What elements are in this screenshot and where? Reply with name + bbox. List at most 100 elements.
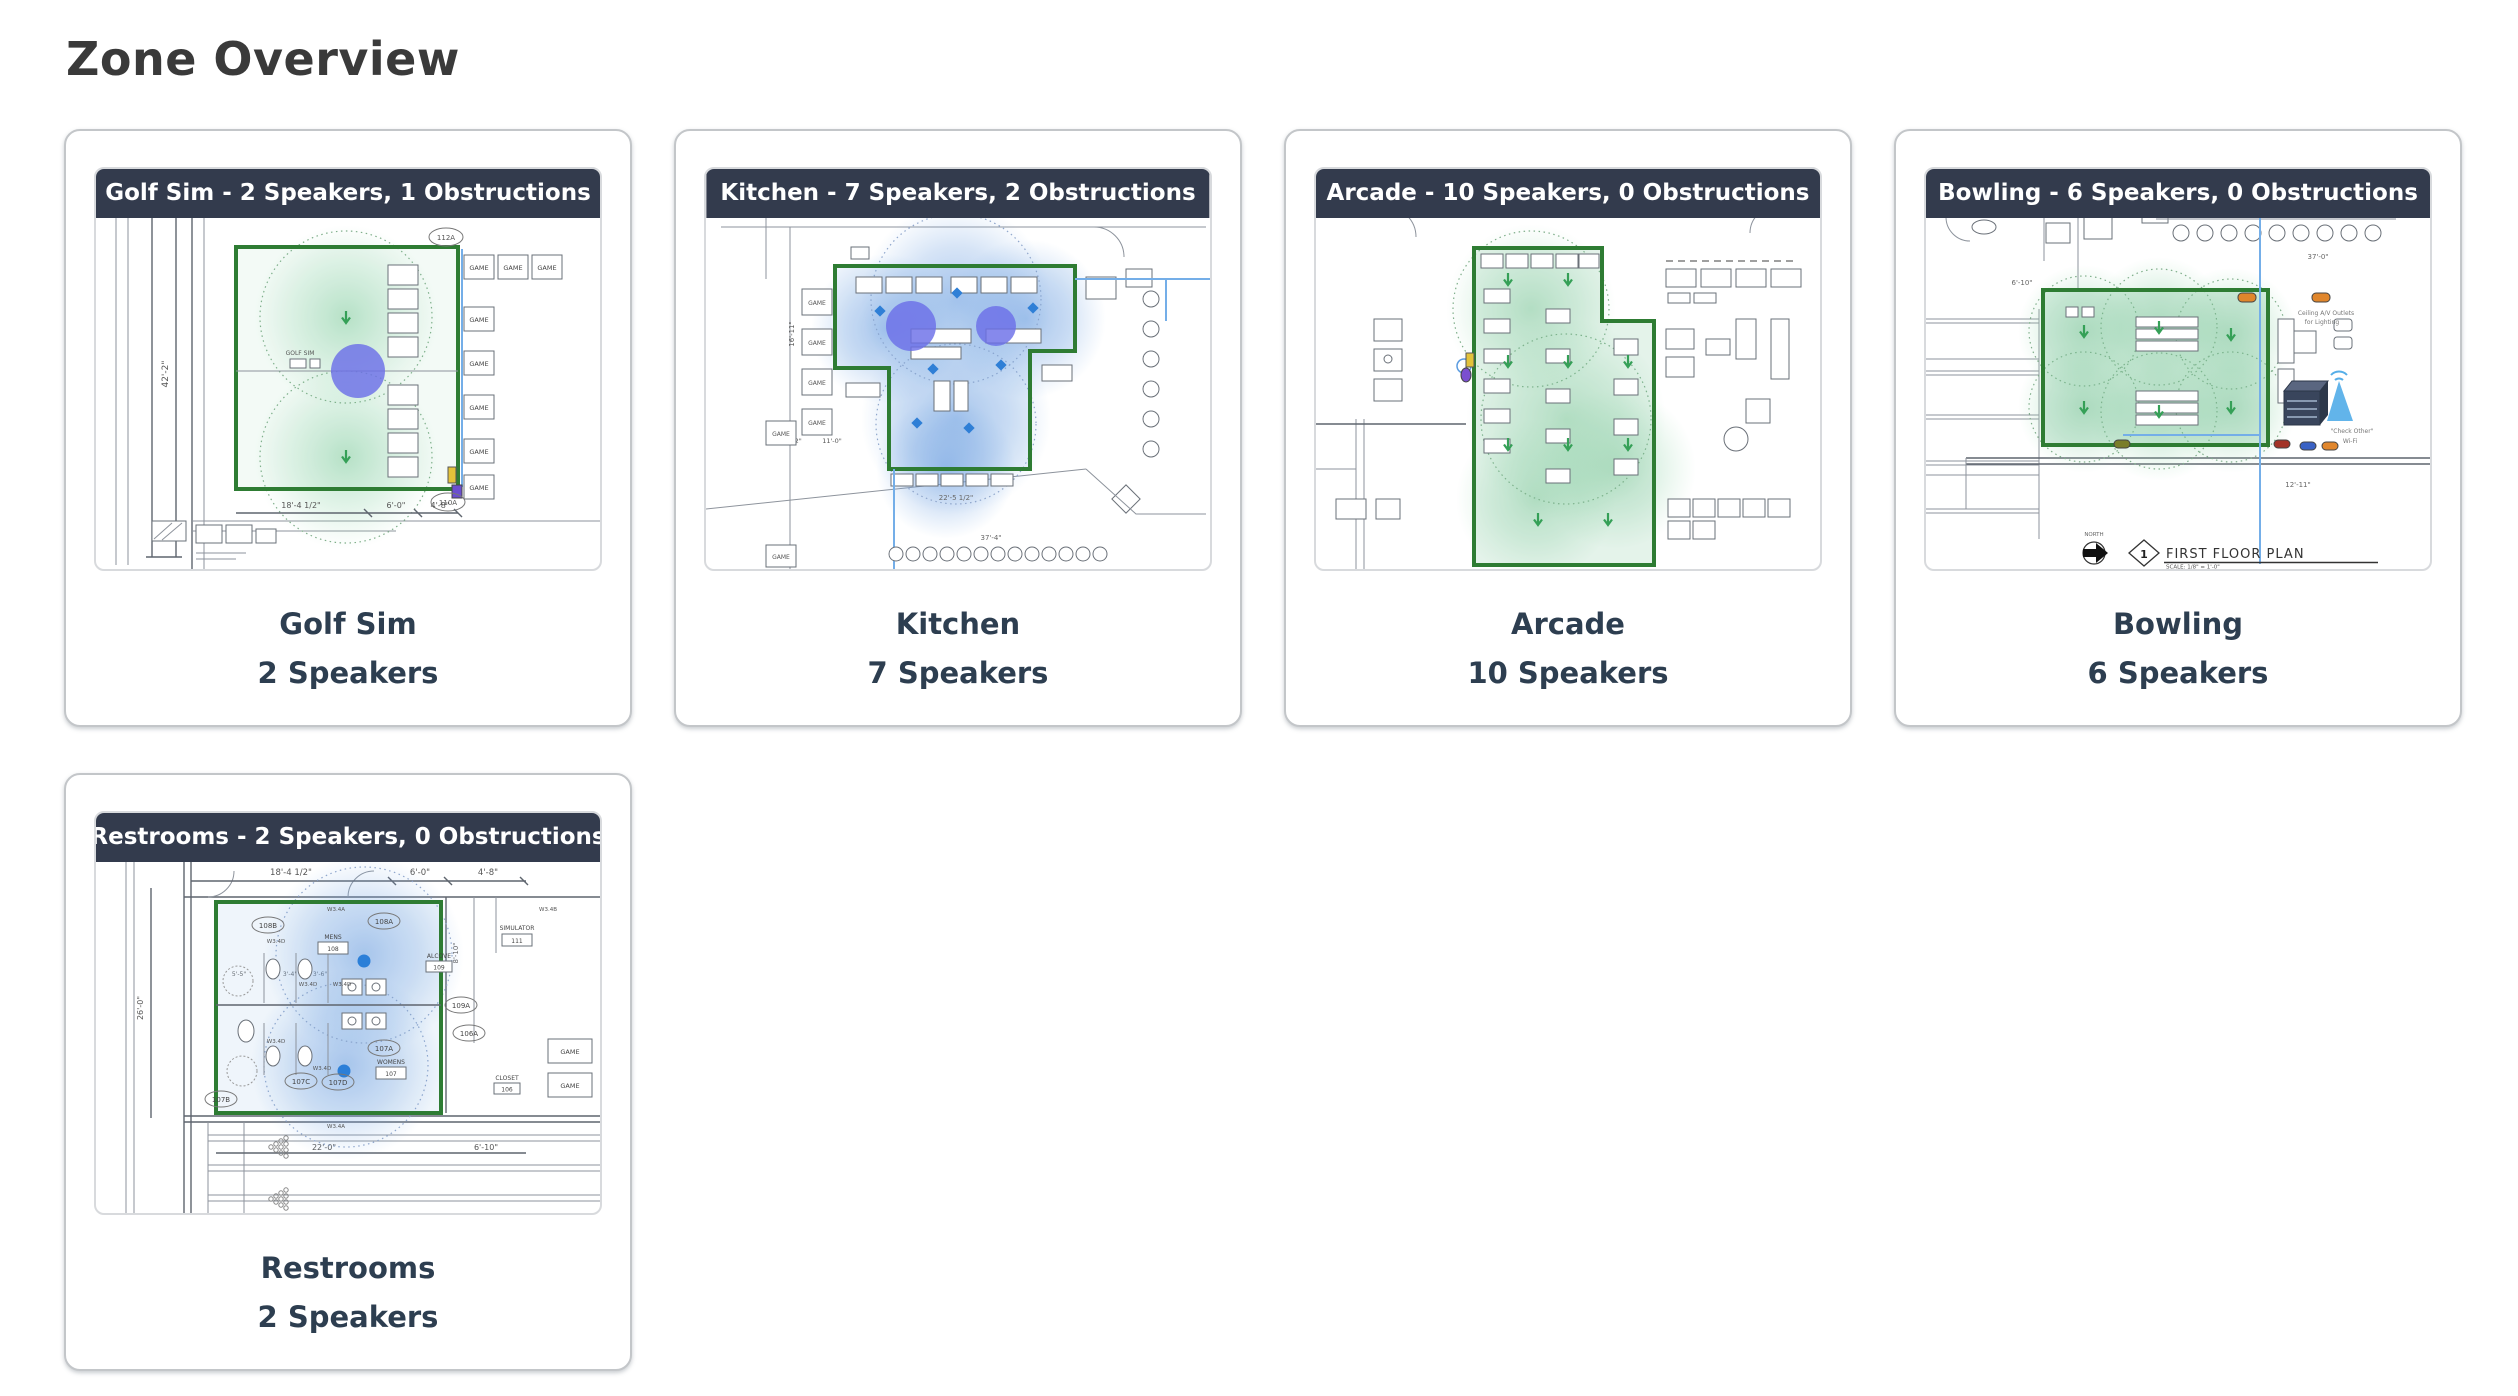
svg-text:W3.4D: W3.4D [313,1066,331,1072]
zone-speaker-count: 6 Speakers [2087,655,2269,690]
zone-header-badge: Golf Sim - 2 Speakers, 1 Obstructions [96,168,600,218]
svg-text:109: 109 [433,964,445,971]
dim-annotations-bottom: 22'-5 1/2" 37'-4" [939,494,1002,542]
svg-text:108B: 108B [259,922,277,930]
svg-text:GAME: GAME [808,420,826,427]
game-cabinets: GAME GAME [547,1038,593,1098]
page-title: Zone Overview [66,32,460,86]
svg-text:GAME: GAME [503,264,522,272]
zone-header-badge: Restrooms - 2 Speakers, 0 Obstructions [96,812,600,862]
svg-text:GAME: GAME [772,431,790,438]
zone-card-golf-sim[interactable]: 42'-2" [64,128,632,727]
svg-text:W3.4A: W3.4A [327,1124,345,1130]
svg-text:107D: 107D [329,1079,348,1087]
floorplan-panel-kitchen: 20'-0" 20'-0" 16'-11" 2'-2" 11'-0" [704,166,1212,571]
svg-text:18'-4 1/2": 18'-4 1/2" [270,868,312,878]
dim-label: 42'-2" [161,360,171,387]
svg-text:GAME: GAME [537,264,556,272]
plan-fixtures [151,264,419,560]
speaker-markers [1503,272,1633,527]
svg-text:GAME: GAME [560,1048,579,1056]
svg-text:GAME: GAME [808,300,826,307]
svg-text:107A: 107A [375,1045,393,1053]
svg-text:11'-0": 11'-0" [822,437,842,445]
svg-text:W3.4D: W3.4D [333,982,351,988]
svg-text:26'-0": 26'-0" [136,996,145,1020]
zone-speaker-count: 10 Speakers [1467,655,1669,690]
zone-header-badge: Bowling - 6 Speakers, 0 Obstructions [1926,168,2430,218]
marker-yellow [1465,352,1475,368]
svg-text:106: 106 [501,1086,513,1093]
zone-outline [1472,245,1656,567]
wall-tags: W3.4A W3.4A W3.4B W3.4D W3.4D W3.4D W3.4… [267,907,557,1130]
zone-card-restrooms[interactable]: 18'-4 1/2" 6'-0" 4'-8" 26'-0" 8'-10" 22'… [64,772,632,1371]
zone-caption: Golf Sim 2 Speakers [66,607,630,690]
svg-text:108A: 108A [375,918,393,926]
svg-text:FIRST FLOOR PLAN: FIRST FLOOR PLAN [2166,547,2305,562]
svg-text:ALCOVE: ALCOVE [427,953,451,960]
plan-fixtures-top [2172,224,2382,242]
svg-text:Ceiling A/V Outlets: Ceiling A/V Outlets [2298,310,2354,317]
room-tags: 112A 110A [428,227,466,512]
floorplan-panel-bowling: 37'-0" 6'-10" 12'-11" [1924,166,2432,571]
svg-text:1: 1 [2140,548,2148,561]
svg-text:107C: 107C [292,1078,310,1086]
speaker-markers [874,286,1039,434]
svg-text:12'-11": 12'-11" [2285,481,2310,489]
zone-header-badge: Arcade - 10 Speakers, 0 Obstructions [1316,168,1820,218]
zone-speaker-count: 2 Speakers [257,655,439,690]
svg-text:W3.4D: W3.4D [267,939,285,945]
outlet-markers [2113,292,2339,451]
av-rack [2282,380,2330,426]
svg-text:4'-8": 4'-8" [431,501,450,510]
dim-annotations: 37'-0" 6'-10" 12'-11" [2011,253,2328,489]
svg-text:107B: 107B [212,1096,230,1104]
plan-fixtures [845,246,1210,569]
svg-text:108: 108 [327,946,339,953]
svg-text:22'-5 1/2": 22'-5 1/2" [939,494,974,502]
svg-text:GAME: GAME [560,1082,579,1090]
speaker-markers [341,310,351,464]
svg-text:NORTH: NORTH [2084,532,2103,538]
zone-caption: Bowling 6 Speakers [1896,607,2460,690]
zone-caption: Restrooms 2 Speakers [66,1251,630,1334]
zone-name: Restrooms [260,1250,436,1285]
svg-text:5'-5": 5'-5" [232,971,246,978]
svg-text:16'-11": 16'-11" [788,321,796,346]
floorplan-panel-arcade: Arcade - 10 Speakers, 0 Obstructions [1314,166,1822,571]
svg-text:110A: 110A [439,499,457,507]
game-cabinets: GAME GAME GAME GAME GAME GAME [765,288,833,568]
plan-walls [125,812,600,1213]
svg-text:Wi-Fi: Wi-Fi [2343,438,2358,445]
zone-name: Kitchen [895,606,1021,641]
svg-text:MENS: MENS [324,934,341,941]
svg-text:107: 107 [385,1071,397,1078]
floorplan-panel-restrooms: 18'-4 1/2" 6'-0" 4'-8" 26'-0" 8'-10" 22'… [94,810,602,1215]
bar-stools [888,546,1108,562]
svg-text:4'-8": 4'-8" [478,868,498,878]
svg-text:GAME: GAME [772,554,790,561]
marker-purple [451,484,463,499]
svg-text:W3.4B: W3.4B [539,907,557,913]
zone-name: Golf Sim [279,606,417,641]
svg-text:GAME: GAME [808,340,826,347]
wifi-icon [2327,370,2353,421]
floorplan-image-golf-sim: 42'-2" [115,178,600,569]
svg-text:6'-0": 6'-0" [387,501,406,510]
floorplan-image-bowling: 37'-0" 6'-10" 12'-11" [1926,181,2430,569]
floorplan-image-restrooms: 18'-4 1/2" 6'-0" 4'-8" 26'-0" 8'-10" 22'… [125,812,600,1213]
speaker-markers [2079,320,2236,419]
svg-text:111: 111 [511,938,523,945]
zone-caption: Arcade 10 Speakers [1286,607,1850,690]
svg-text:CLOSET: CLOSET [495,1075,519,1082]
zone-card-bowling[interactable]: 37'-0" 6'-10" 12'-11" [1894,128,2462,727]
svg-text:GAME: GAME [469,484,488,492]
zone-name: Arcade [1511,606,1625,641]
floorplan-image-kitchen: 20'-0" 20'-0" 16'-11" 2'-2" 11'-0" [706,188,1210,569]
svg-text:18'-4 1/2": 18'-4 1/2" [281,501,320,510]
svg-text:"Check Other": "Check Other" [2331,428,2374,435]
zone-card-kitchen[interactable]: 20'-0" 20'-0" 16'-11" 2'-2" 11'-0" [674,128,1242,727]
zone-header-badge: Kitchen - 7 Speakers, 2 Obstructions [706,168,1210,218]
zone-card-arcade[interactable]: Arcade - 10 Speakers, 0 Obstructions Arc… [1284,128,1852,727]
svg-text:6'-10": 6'-10" [2011,279,2032,287]
